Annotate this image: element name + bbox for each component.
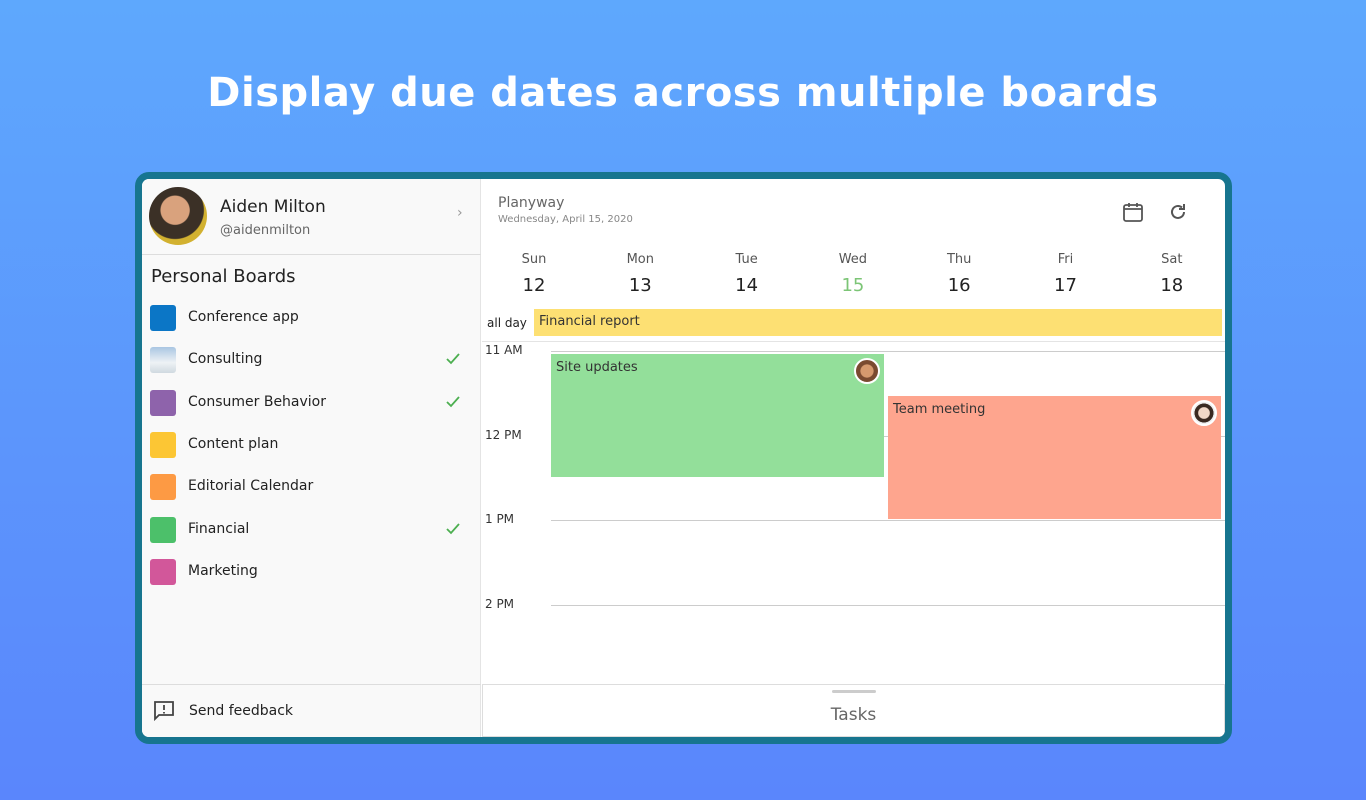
board-item[interactable]: Conference app <box>150 305 470 331</box>
time-label: 11 AM <box>485 343 523 357</box>
avatar <box>854 358 880 384</box>
time-label: 2 PM <box>485 596 515 611</box>
day-date: 12 <box>522 275 546 296</box>
feedback-icon <box>154 701 174 722</box>
profile-handle: @aidenmilton <box>220 223 311 238</box>
day-name: Thu <box>946 252 972 267</box>
board-color <box>150 389 176 416</box>
day-name: Fri <box>1057 252 1074 267</box>
sidebar: Aiden Milton @aidenmilton › Personal Boa… <box>142 179 481 737</box>
hour-line <box>551 604 1225 606</box>
event[interactable]: Site updates <box>551 354 884 477</box>
day-date: 17 <box>1054 275 1077 296</box>
day-column[interactable]: Mon 13 <box>587 252 693 296</box>
time-label: 12 PM <box>485 427 522 442</box>
day-column[interactable]: Fri 17 <box>1013 252 1119 296</box>
day-name: Sun <box>521 252 547 267</box>
day-name: Mon <box>626 252 654 267</box>
check <box>446 395 460 407</box>
board-name: Content plan <box>188 435 279 452</box>
board-item[interactable]: Content plan <box>150 431 470 458</box>
drag-handle <box>832 690 876 693</box>
event-title: Site updates <box>556 360 638 375</box>
board-color <box>150 516 176 543</box>
board-name: Consulting <box>188 351 263 368</box>
hour-line <box>551 520 1225 521</box>
day-date: 13 <box>628 275 652 296</box>
day-name: Tue <box>735 252 758 267</box>
day-name: Sat <box>1161 252 1183 267</box>
all-day-label: all day <box>487 316 527 330</box>
day-date: 16 <box>947 275 971 296</box>
divider <box>482 341 1225 342</box>
day-date: 18 <box>1160 275 1184 296</box>
board-item[interactable]: Consumer Behavior <box>150 389 470 416</box>
chevron[interactable]: › <box>457 205 463 221</box>
board-name: Editorial Calendar <box>188 478 314 495</box>
refresh-icon[interactable] <box>1167 201 1189 223</box>
hour-line <box>551 351 1225 352</box>
board-name: Marketing <box>188 562 258 579</box>
app-window: Aiden Milton @aidenmilton › Personal Boa… <box>135 172 1232 744</box>
profile-name[interactable]: Aiden Milton <box>220 197 326 217</box>
board-item[interactable]: Financial <box>150 516 470 543</box>
day-column[interactable]: Tue 14 <box>694 252 800 296</box>
check <box>446 522 460 534</box>
tasks-label: Tasks <box>830 705 877 725</box>
board-name: Conference app <box>188 309 299 325</box>
day-column[interactable]: Wed 15 <box>800 252 906 296</box>
divider <box>142 254 481 255</box>
feedback-button[interactable]: Send feedback <box>189 703 294 719</box>
avatar <box>1191 400 1217 426</box>
board-item[interactable]: Marketing <box>150 558 470 585</box>
board-item[interactable]: Editorial Calendar <box>150 474 470 501</box>
avatar <box>149 187 207 245</box>
board-name: Financial <box>188 520 250 537</box>
day-column[interactable]: Thu 16 <box>906 252 1012 296</box>
board-color <box>150 347 176 374</box>
board-name: Consumer Behavior <box>188 393 327 410</box>
app-name: Planyway <box>498 195 565 211</box>
tasks-panel[interactable]: Tasks <box>482 684 1225 737</box>
day-column[interactable]: Sat 18 <box>1119 252 1225 296</box>
event[interactable]: Team meeting <box>888 396 1221 519</box>
board-color <box>150 474 176 501</box>
calendar-icon[interactable] <box>1122 201 1144 223</box>
boards-title: Personal Boards <box>151 266 296 287</box>
headline: Display due dates across multiple boards <box>207 70 1159 116</box>
all-day-event[interactable]: Financial report <box>534 309 1222 336</box>
check <box>446 353 460 365</box>
board-color <box>150 305 176 331</box>
board-item[interactable]: Consulting <box>150 347 470 374</box>
day-date: 14 <box>735 275 759 296</box>
divider <box>142 684 481 685</box>
day-column[interactable]: Sun 12 <box>481 252 587 296</box>
day-name: Wed <box>838 252 868 267</box>
time-label: 1 PM <box>485 512 515 526</box>
day-date: 15 <box>841 275 865 296</box>
current-date: Wednesday, April 15, 2020 <box>498 214 633 225</box>
event-title: Team meeting <box>893 402 986 417</box>
board-color <box>150 558 176 585</box>
board-color <box>150 431 176 458</box>
